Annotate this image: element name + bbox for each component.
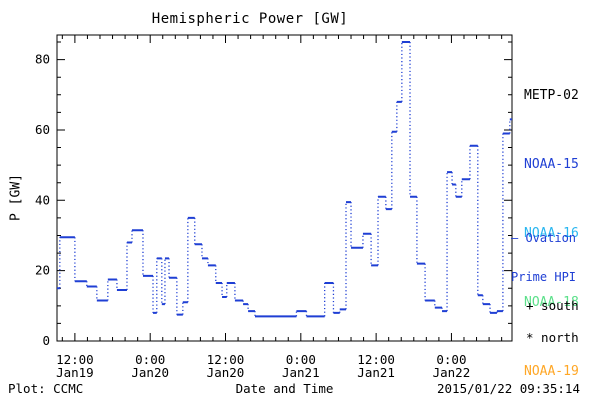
legend-item-noaa-16: NOAA-16 [524, 226, 579, 241]
plot-frame [56, 34, 513, 342]
ovation-legend-line1: — Ovation [511, 231, 577, 245]
x-tick-label-time: 12:00 [56, 352, 94, 367]
axis-ticks [57, 35, 512, 342]
x-tick-label-date: Jan20 [207, 365, 245, 380]
y-tick-label: 0 [42, 333, 50, 348]
x-tick-label-date: Jan20 [131, 365, 169, 380]
south-marker-label: + south [526, 298, 579, 313]
hpi-step-horizontals [57, 41, 512, 318]
legend-item-noaa-15: NOAA-15 [524, 157, 579, 172]
hpi-step-verticals [59, 42, 511, 317]
footer-timestamp: 2015/01/22 09:35:14 [437, 381, 580, 396]
ovation-prime-hpi-legend: — Ovation Prime HPI [511, 206, 597, 310]
x-tick-label-time: 12:00 [207, 352, 245, 367]
x-tick-label-time: 0:00 [436, 352, 466, 367]
north-marker-label: * north [526, 330, 579, 345]
y-tick-label: 20 [35, 263, 50, 278]
satellite-legend: METP-02 NOAA-15 NOAA-16 NOAA-18 NOAA-19 [524, 38, 579, 400]
x-tick-label-date: Jan19 [56, 365, 94, 380]
y-axis-label: P [GW] [8, 174, 24, 221]
footer-plot-source: Plot: CCMC [8, 381, 84, 396]
ovation-legend-line2: Prime HPI [511, 270, 577, 284]
x-tick-label-time: 0:00 [286, 352, 316, 367]
x-tick-label-date: Jan21 [357, 365, 395, 380]
x-tick-label-date: Jan22 [433, 365, 471, 380]
x-tick-label-time: 12:00 [357, 352, 395, 367]
legend-item-noaa-19: NOAA-19 [524, 364, 579, 379]
y-tick-label: 60 [35, 122, 50, 137]
x-tick-label-date: Jan21 [282, 365, 320, 380]
x-tick-label-time: 0:00 [135, 352, 165, 367]
y-tick-label: 40 [35, 192, 50, 207]
y-tick-label: 80 [35, 52, 50, 67]
legend-item-metp-02: METP-02 [524, 88, 579, 103]
legend-item-noaa-18: NOAA-18 [524, 295, 579, 310]
x-axis-label: Date and Time [235, 381, 334, 396]
chart-title: Hemispheric Power [GW] [151, 11, 349, 27]
